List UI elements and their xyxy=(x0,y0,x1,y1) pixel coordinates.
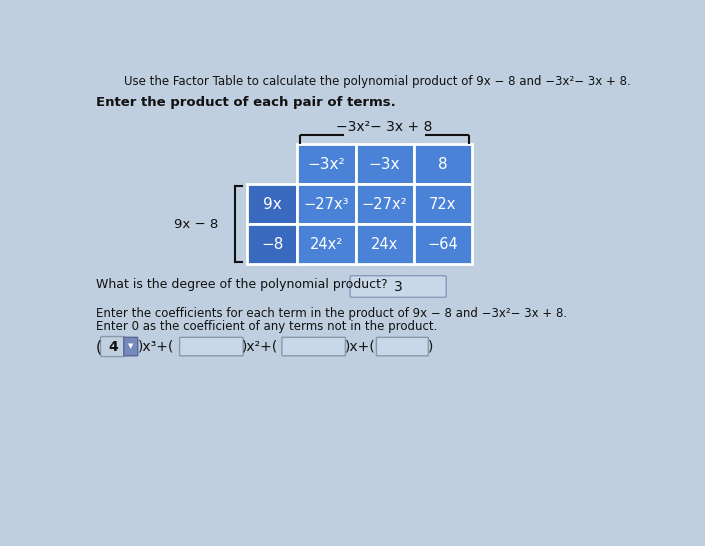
Text: −27x³: −27x³ xyxy=(304,197,349,212)
Text: 9x − 8: 9x − 8 xyxy=(175,218,219,230)
Text: 4: 4 xyxy=(108,340,118,354)
Text: −3x²: −3x² xyxy=(307,157,345,171)
Text: ): ) xyxy=(427,340,433,354)
Text: Enter the product of each pair of terms.: Enter the product of each pair of terms. xyxy=(96,96,396,109)
Text: −64: −64 xyxy=(427,236,458,252)
FancyBboxPatch shape xyxy=(350,276,446,297)
Text: 3: 3 xyxy=(394,280,403,294)
Text: 72x: 72x xyxy=(429,197,456,212)
FancyBboxPatch shape xyxy=(355,184,414,224)
Text: )x²+(: )x²+( xyxy=(243,340,278,354)
Text: −3x: −3x xyxy=(369,157,400,171)
FancyBboxPatch shape xyxy=(414,184,472,224)
Text: What is the degree of the polynomial product?: What is the degree of the polynomial pro… xyxy=(96,278,388,291)
Text: 24x²: 24x² xyxy=(309,236,343,252)
Text: −3x²− 3x + 8: −3x²− 3x + 8 xyxy=(336,120,433,134)
FancyBboxPatch shape xyxy=(414,144,472,184)
Text: Use the Factor Table to calculate the polynomial product of 9x − 8 and −3x²− 3x : Use the Factor Table to calculate the po… xyxy=(124,75,631,88)
Text: 8: 8 xyxy=(438,157,448,171)
Text: −27x²: −27x² xyxy=(362,197,407,212)
FancyBboxPatch shape xyxy=(355,224,414,264)
FancyBboxPatch shape xyxy=(124,337,137,356)
FancyBboxPatch shape xyxy=(180,337,243,356)
FancyBboxPatch shape xyxy=(101,336,125,357)
FancyBboxPatch shape xyxy=(247,224,298,264)
Text: ▼: ▼ xyxy=(128,343,133,349)
Text: 9x: 9x xyxy=(263,197,281,212)
Text: (: ( xyxy=(96,339,102,354)
Text: −8: −8 xyxy=(261,236,283,252)
FancyBboxPatch shape xyxy=(282,337,345,356)
Text: Enter the coefficients for each term in the product of 9x − 8 and −3x²− 3x + 8.: Enter the coefficients for each term in … xyxy=(96,307,567,321)
FancyBboxPatch shape xyxy=(298,184,355,224)
FancyBboxPatch shape xyxy=(414,224,472,264)
FancyBboxPatch shape xyxy=(298,224,355,264)
FancyBboxPatch shape xyxy=(355,144,414,184)
Text: )x³+(: )x³+( xyxy=(137,340,174,354)
Text: 24x: 24x xyxy=(371,236,398,252)
FancyBboxPatch shape xyxy=(376,337,429,356)
FancyBboxPatch shape xyxy=(298,144,355,184)
Text: )x+(: )x+( xyxy=(345,340,375,354)
Text: Enter 0 as the coefficient of any terms not in the product.: Enter 0 as the coefficient of any terms … xyxy=(96,321,437,334)
FancyBboxPatch shape xyxy=(247,184,298,224)
